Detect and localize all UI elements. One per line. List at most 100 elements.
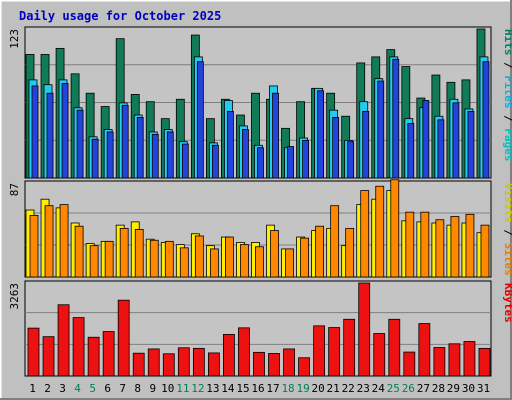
bar-sites-day-23: [360, 190, 370, 278]
bar-kbytes-day-6: [102, 331, 115, 377]
x-label-day-8: 8: [134, 382, 141, 395]
legend-kbytes: KBytes: [502, 283, 512, 323]
series-sites: [29, 179, 490, 278]
legend-item-visits: Visits: [502, 183, 512, 223]
bar-kbytes-day-3: [57, 304, 70, 377]
bar-kbytes-day-5: [87, 336, 100, 377]
x-label-day-16: 16: [251, 382, 264, 395]
series-kbytes: [27, 282, 491, 377]
bar-sites-day-31: [480, 224, 490, 278]
legend-item-hits: Hits: [502, 29, 512, 56]
bar-kbytes-day-16: [253, 351, 265, 377]
bar-sites-day-1: [29, 215, 39, 278]
x-label-day-19: 19: [296, 382, 309, 395]
bar-pages-day-8: [136, 117, 144, 179]
y-max-label-kbytes: 3263: [8, 283, 21, 310]
bar-kbytes-day-19: [298, 357, 310, 377]
bar-pages-day-15: [242, 129, 249, 179]
bar-pages-day-24: [377, 80, 385, 179]
bar-sites-day-26: [405, 211, 415, 278]
legend-visits: Visits / Sites: [502, 183, 512, 276]
bar-sites-day-15: [240, 244, 249, 278]
bar-pages-day-1: [31, 85, 39, 179]
x-label-day-6: 6: [104, 382, 111, 395]
bar-pages-day-3: [61, 83, 69, 179]
bar-pages-day-26: [407, 123, 415, 179]
bar-kbytes-day-29: [448, 343, 461, 377]
bar-pages-day-2: [46, 92, 54, 179]
bar-pages-day-5: [91, 138, 99, 179]
bar-sites-day-28: [435, 219, 445, 278]
x-label-day-9: 9: [149, 382, 156, 395]
legend-item-files: Files: [502, 75, 512, 108]
bar-kbytes-day-17: [268, 353, 280, 377]
bar-kbytes-day-10: [162, 353, 175, 377]
bar-kbytes-day-4: [72, 317, 85, 377]
bar-pages-day-21: [332, 117, 340, 179]
bar-sites-day-12: [194, 235, 204, 278]
bar-pages-day-19: [302, 140, 309, 179]
x-label-day-23: 23: [357, 382, 370, 395]
bar-kbytes-day-13: [207, 352, 220, 377]
bar-sites-day-10: [164, 240, 174, 278]
bar-sites-day-24: [375, 185, 385, 278]
bar-kbytes-day-9: [147, 348, 160, 377]
x-label-day-30: 30: [462, 382, 475, 395]
panel-traffic: 123 Hits / Files / Pages: [8, 26, 512, 179]
bar-sites-day-21: [330, 205, 340, 278]
panel-kbytes: 3263 KBytes: [8, 280, 512, 377]
x-axis-day-labels: 1 2 3 4 5 6 7 8 9 10 11 12 13 14 15 16 17 18 19 20 21 22 23 24 2…: [29, 382, 490, 395]
bar-sites-day-7: [119, 227, 129, 278]
bar-pages-day-23: [362, 110, 370, 179]
bar-pages-day-28: [437, 119, 445, 179]
bar-sites-day-9: [149, 239, 159, 278]
bar-sites-day-8: [134, 229, 144, 278]
bar-kbytes-day-26: [403, 351, 416, 377]
x-label-day-1: 1: [29, 382, 36, 395]
x-label-day-11: 11: [176, 382, 189, 395]
bar-kbytes-day-27: [418, 323, 431, 377]
bar-kbytes-day-20: [313, 325, 326, 377]
x-label-day-4: 4: [74, 382, 81, 395]
bar-sites-day-22: [345, 227, 355, 278]
x-label-day-3: 3: [59, 382, 66, 395]
x-label-day-20: 20: [312, 382, 325, 395]
bar-kbytes-day-23: [358, 282, 371, 377]
x-label-day-17: 17: [266, 382, 279, 395]
bar-sites-day-19: [300, 237, 309, 278]
bar-kbytes-day-18: [283, 348, 295, 377]
bar-kbytes-day-21: [328, 327, 341, 377]
chart-panels: 123 Hits / Files / Pages 87 Visits / Sites 3…: [8, 26, 512, 377]
bar-sites-day-20: [315, 225, 325, 278]
x-label-day-2: 2: [44, 382, 51, 395]
bar-pages-day-30: [467, 110, 475, 179]
bar-sites-day-17: [270, 230, 279, 278]
legend-traffic: Hits / Files / Pages: [502, 29, 512, 162]
bar-sites-day-6: [104, 240, 114, 278]
x-label-day-13: 13: [206, 382, 219, 395]
x-label-day-25: 25: [387, 382, 400, 395]
y-max-label-traffic: 123: [8, 29, 21, 49]
bar-sites-day-4: [74, 225, 84, 278]
bar-pages-day-20: [317, 90, 325, 179]
bar-kbytes-day-12: [192, 347, 205, 377]
bar-kbytes-day-28: [433, 347, 446, 377]
bar-pages-day-4: [76, 109, 84, 179]
x-label-day-10: 10: [161, 382, 174, 395]
x-label-day-21: 21: [327, 382, 340, 395]
bar-pages-day-13: [211, 144, 219, 179]
bar-pages-day-25: [392, 58, 400, 179]
bar-pages-day-10: [166, 131, 174, 179]
bar-pages-day-31: [482, 61, 490, 179]
bar-pages-day-22: [347, 141, 355, 179]
x-label-day-12: 12: [191, 382, 204, 395]
bar-sites-day-25: [390, 179, 400, 278]
bar-sites-day-29: [450, 216, 460, 278]
bar-kbytes-day-24: [373, 333, 386, 377]
x-label-day-29: 29: [447, 382, 460, 395]
x-label-day-14: 14: [221, 382, 235, 395]
bar-pages-day-11: [181, 143, 189, 179]
bar-kbytes-day-25: [388, 318, 401, 377]
x-label-day-24: 24: [372, 382, 386, 395]
